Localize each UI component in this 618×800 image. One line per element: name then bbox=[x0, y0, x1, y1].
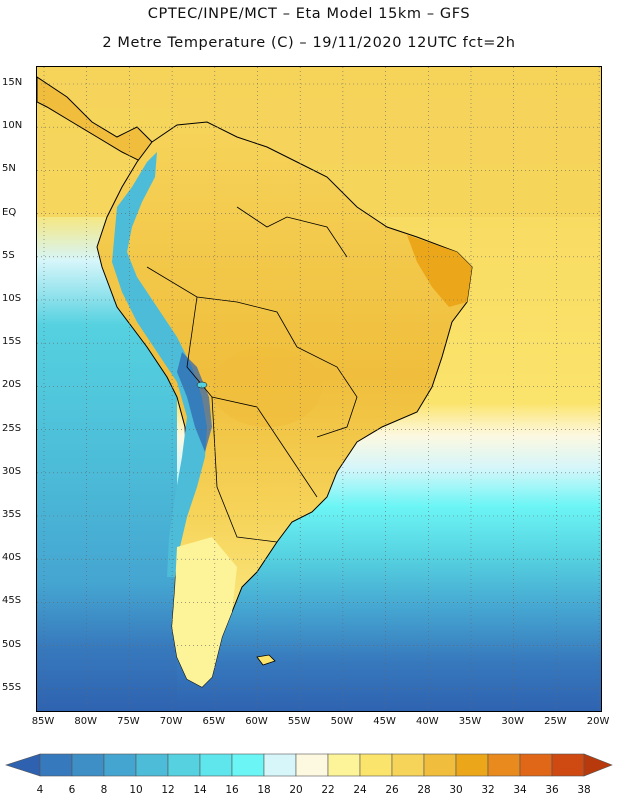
colorbar-segment bbox=[391, 753, 425, 777]
lat-label: 15N bbox=[2, 77, 23, 88]
lon-label: 25W bbox=[544, 716, 567, 727]
lon-label: 70W bbox=[159, 716, 183, 727]
lat-label: 25S bbox=[2, 422, 22, 434]
colorbar-segment bbox=[199, 753, 233, 777]
temperature-colorbar bbox=[5, 753, 613, 777]
lat-label: 5S bbox=[2, 249, 15, 261]
lat-label: 20S bbox=[2, 379, 22, 391]
colorbar-label: 28 bbox=[417, 784, 431, 796]
lat-label: 15S bbox=[2, 336, 22, 348]
colorbar-segment bbox=[487, 753, 521, 777]
lat-label: EQ bbox=[2, 206, 17, 218]
lat-label: 35S bbox=[2, 509, 22, 520]
colorbar-label: 16 bbox=[225, 784, 239, 796]
colorbar-label: 8 bbox=[100, 784, 108, 796]
colorbar-label: 6 bbox=[68, 784, 76, 796]
lon-label: 20W bbox=[586, 716, 610, 727]
map-title-line-1: CPTEC/INPE/MCT – Eta Model 15km – GFS bbox=[147, 6, 471, 22]
colorbar-label: 24 bbox=[353, 784, 367, 796]
lat-label: 10S bbox=[2, 293, 22, 304]
lon-label: 45W bbox=[373, 716, 396, 727]
colorbar-label: 14 bbox=[193, 784, 207, 796]
colorbar-segment bbox=[167, 753, 201, 777]
andes-coldest-zone bbox=[177, 352, 212, 452]
lat-label: 50S bbox=[2, 638, 22, 650]
patagonia-mild-zone bbox=[172, 537, 237, 687]
lat-label: 55S bbox=[2, 681, 22, 693]
colorbar-segment bbox=[423, 753, 457, 777]
colorbar-segment bbox=[263, 753, 297, 777]
andes-cold-strip bbox=[112, 152, 207, 577]
lat-label: 30S bbox=[2, 465, 22, 477]
colorbar-segment bbox=[231, 753, 265, 777]
lat-label: 45S bbox=[2, 595, 22, 607]
colorbar-label: 30 bbox=[449, 784, 463, 796]
lon-label: 50W bbox=[330, 716, 354, 727]
colorbar-label: 34 bbox=[513, 784, 527, 796]
colorbar-segment bbox=[551, 753, 585, 777]
lon-label: 80W bbox=[74, 716, 97, 727]
colorbar-segment bbox=[39, 753, 73, 777]
colorbar-label: 38 bbox=[577, 784, 591, 796]
falkland-islands bbox=[256, 654, 276, 666]
lon-label: 30W bbox=[501, 716, 524, 727]
lon-label: 85W bbox=[31, 716, 55, 727]
lon-label: 60W bbox=[245, 716, 268, 727]
colorbar-label: 4 bbox=[36, 784, 44, 796]
temperature-map bbox=[36, 66, 602, 712]
lon-label: 75W bbox=[117, 716, 140, 727]
lake-titicaca bbox=[196, 381, 208, 389]
colorbar-label: 26 bbox=[385, 784, 399, 796]
colorbar-segment bbox=[519, 753, 553, 777]
colorbar-label: 22 bbox=[321, 784, 335, 796]
country-borders bbox=[146, 206, 358, 543]
colorbar-label: 20 bbox=[289, 784, 303, 796]
lon-label: 35W bbox=[458, 716, 482, 727]
colorbar-segment bbox=[135, 753, 169, 777]
colorbar-max-arrow bbox=[583, 753, 613, 777]
lon-label: 55W bbox=[287, 716, 311, 727]
colorbar-segment bbox=[327, 753, 361, 777]
interior-warm-zone bbox=[212, 347, 322, 427]
lat-label: 10N bbox=[2, 120, 23, 132]
lat-label: 5N bbox=[2, 163, 16, 175]
lon-label: 40W bbox=[415, 716, 439, 727]
temperature-map-svg bbox=[37, 67, 601, 711]
colorbar-segment bbox=[359, 753, 393, 777]
colorbar-segment bbox=[455, 753, 489, 777]
colorbar-segment bbox=[71, 753, 105, 777]
lat-label: 40S bbox=[2, 552, 22, 564]
colorbar-segment bbox=[295, 753, 329, 777]
colorbar-segment bbox=[103, 753, 137, 777]
colorbar-label: 36 bbox=[545, 784, 559, 796]
northeast-brazil-hot-zone bbox=[407, 235, 472, 307]
colorbar-label: 32 bbox=[481, 784, 495, 796]
colorbar-label: 10 bbox=[129, 784, 143, 796]
colorbar-label: 12 bbox=[161, 784, 175, 796]
colorbar-label: 18 bbox=[257, 784, 271, 796]
colorbar-min-arrow bbox=[5, 753, 41, 777]
map-title-line-2: 2 Metre Temperature (C) – 19/11/2020 12U… bbox=[102, 35, 516, 51]
lon-label: 65W bbox=[202, 716, 226, 727]
